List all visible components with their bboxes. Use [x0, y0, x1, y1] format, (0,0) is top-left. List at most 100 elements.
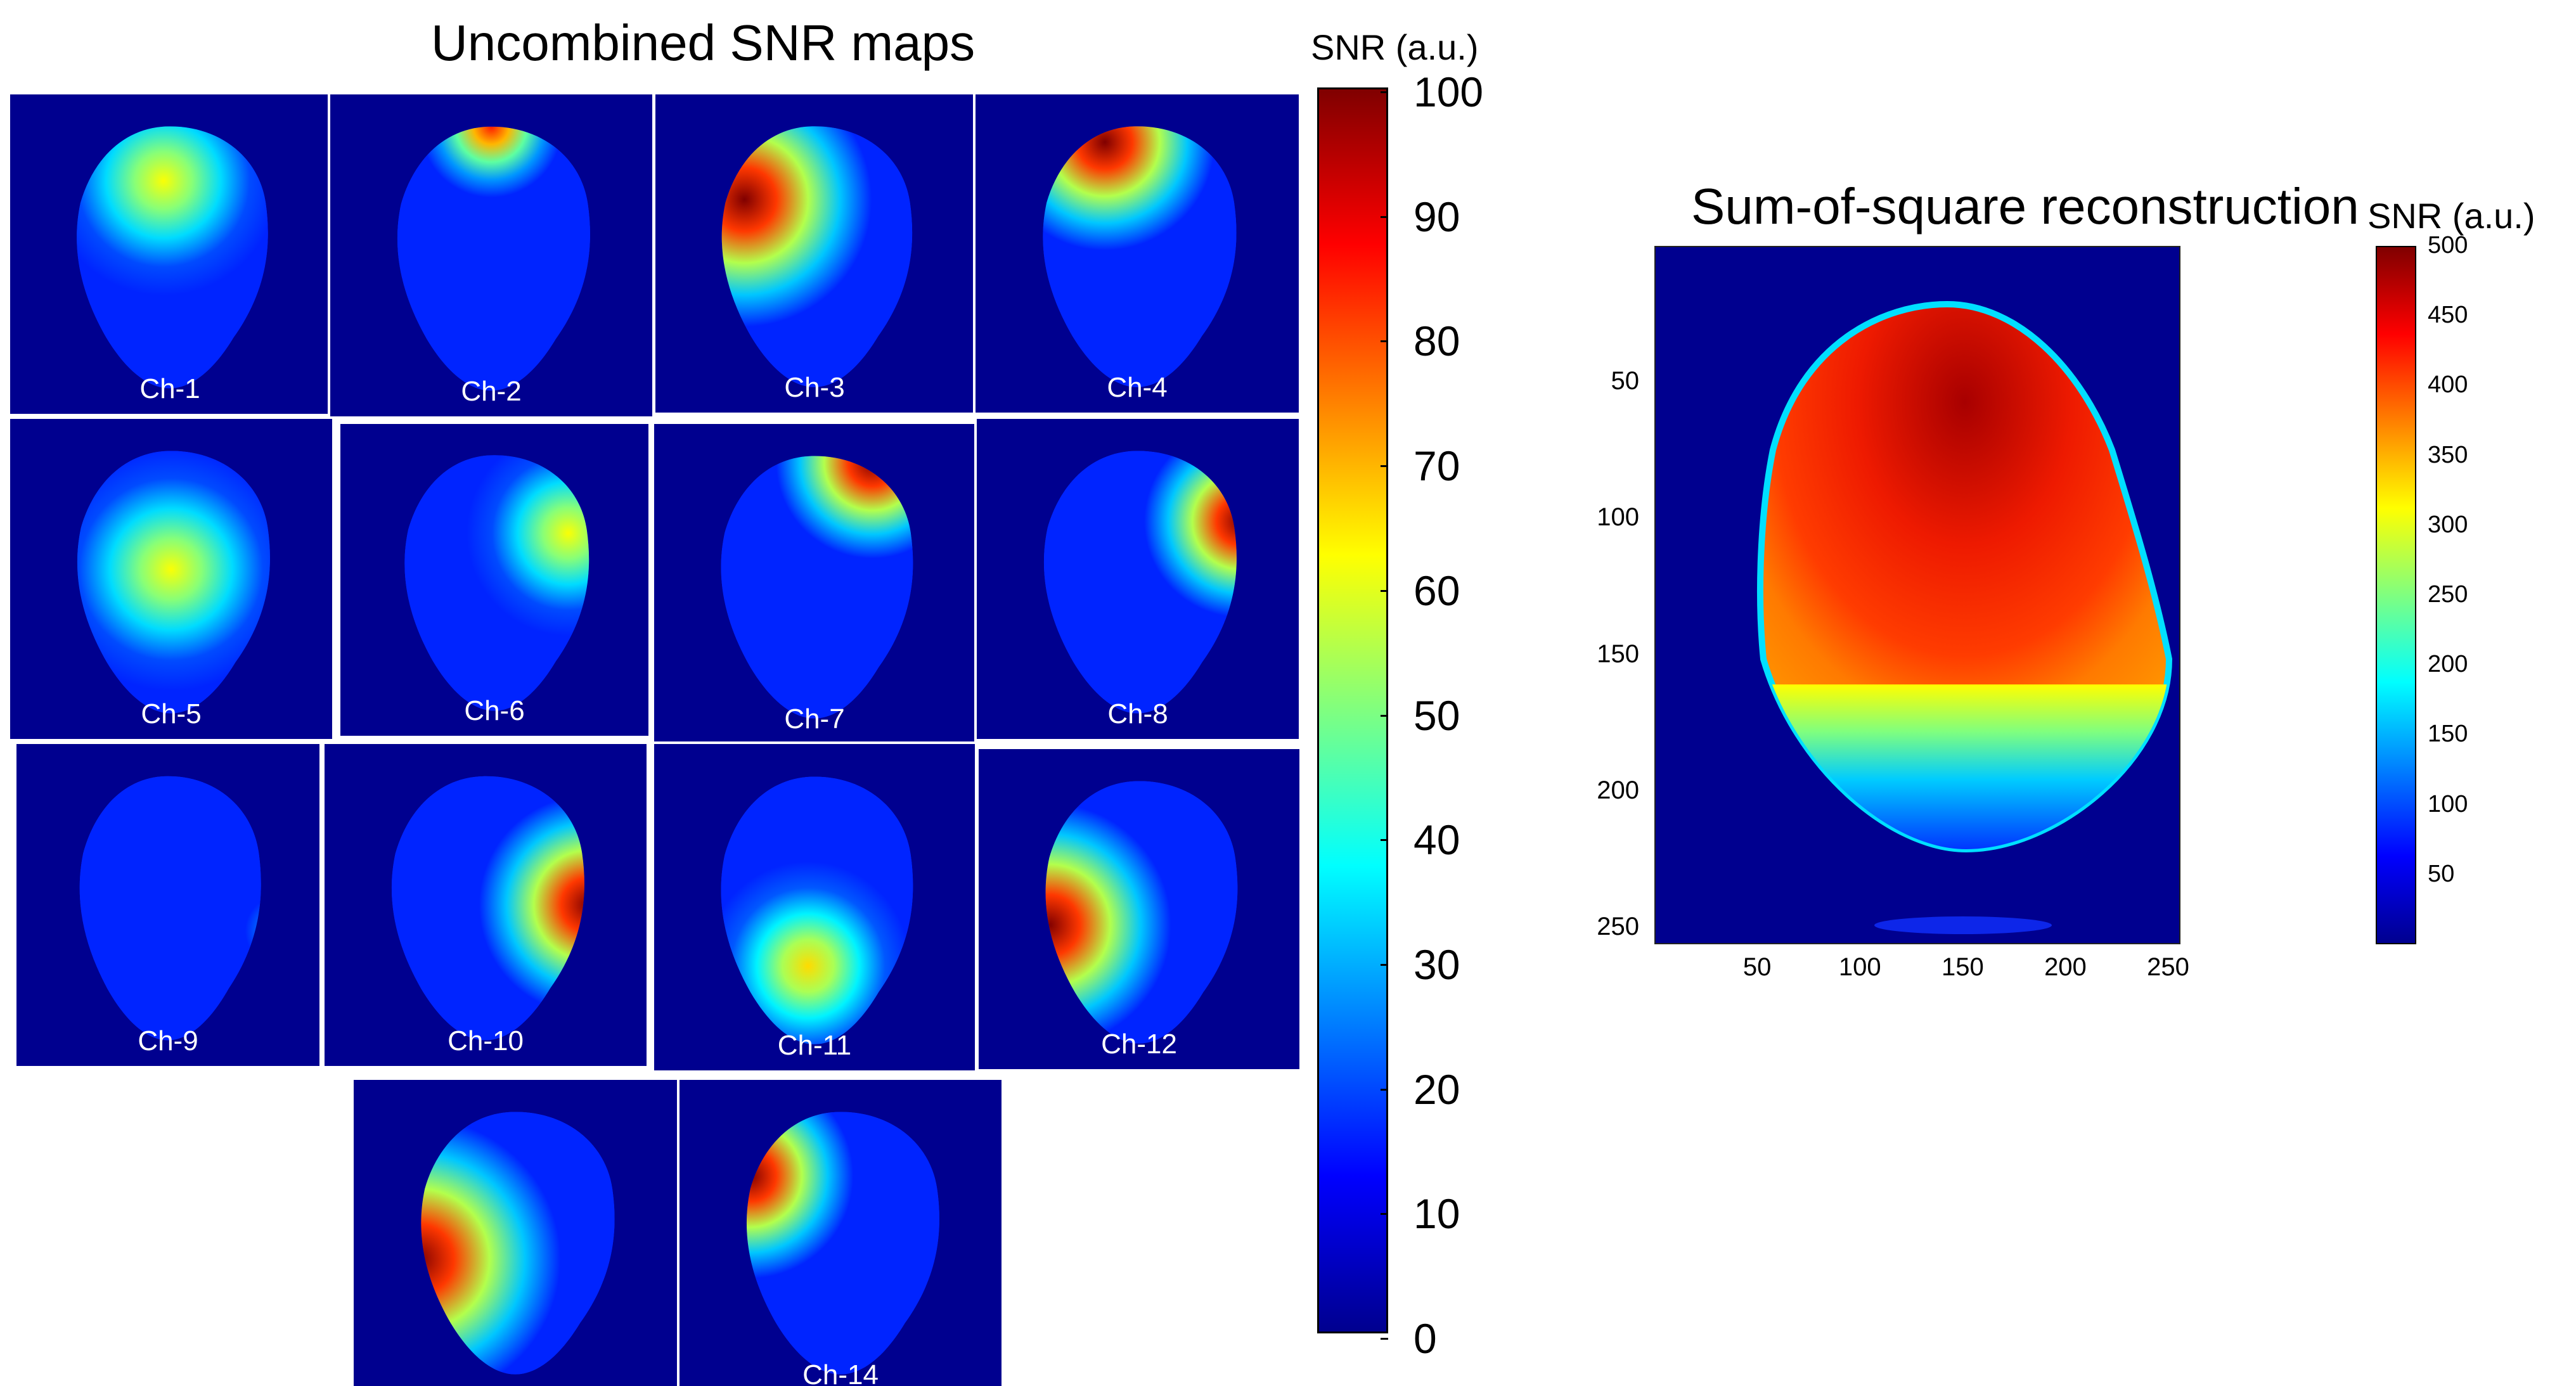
left-colorbar-tick-mark: [1381, 215, 1388, 218]
left-colorbar-tick-label: 60: [1414, 567, 1460, 614]
sos-y-tick-label: 50: [1611, 367, 1640, 395]
snr-hotspot: [1045, 781, 1238, 1044]
channel-label: Ch-1: [139, 373, 200, 404]
channel-panel: Ch-11: [652, 741, 977, 1073]
right-colorbar-tick-label: 400: [2428, 371, 2468, 399]
left-colorbar-tick-mark: [1381, 589, 1388, 592]
left-colorbar-tick-mark: [1381, 465, 1388, 468]
channel-label: Ch-14: [802, 1359, 879, 1386]
left-colorbar-tick-mark: [1381, 91, 1388, 93]
channel-panel: Ch-8: [974, 416, 1301, 741]
snr-hotspot: [746, 1112, 939, 1375]
left-colorbar: [1317, 87, 1388, 1333]
snr-hotspot: [721, 776, 913, 1044]
channel-label: Ch-7: [784, 703, 845, 735]
snr-hotspot: [79, 776, 261, 1041]
channel-snr-map: [404, 455, 589, 711]
channel-snr-map: [721, 456, 913, 719]
channel-panel: Ch-12: [976, 747, 1302, 1072]
sos-y-tick-label: 250: [1597, 913, 1639, 941]
snr-hotspot: [421, 1112, 615, 1375]
channel-panel: Ch-14: [677, 1077, 1004, 1386]
snr-hotspot: [1043, 126, 1237, 387]
sos-x-tick-label: 250: [2147, 953, 2189, 981]
left-colorbar-title: SNR (a.u.): [1311, 27, 1479, 67]
channel-label: Ch-11: [777, 1030, 852, 1061]
left-colorbar-tick-label: 80: [1414, 318, 1460, 365]
right-colorbar-tick-label: 350: [2428, 441, 2468, 468]
channel-panel: Ch-9: [14, 741, 322, 1068]
sos-head-map: [1757, 300, 2173, 934]
right-colorbar-tick-label: 200: [2428, 651, 2468, 678]
sos-y-tick-label: 100: [1597, 503, 1639, 532]
right-colorbar-tick-label: 100: [2428, 790, 2468, 818]
snr-hotspot: [1043, 451, 1237, 714]
sos-y-tick-label: 150: [1597, 639, 1639, 668]
left-colorbar-tick-label: 90: [1414, 193, 1460, 240]
channel-snr-map: [421, 1112, 615, 1375]
channel-snr-map: [1043, 451, 1237, 714]
left-colorbar-tick-mark: [1381, 963, 1388, 966]
channel-label: Ch-6: [464, 695, 525, 726]
left-colorbar-tick-mark: [1381, 1213, 1388, 1216]
right-colorbar-tick-label: 450: [2428, 302, 2468, 329]
right-colorbar-tick-label: 500: [2428, 232, 2468, 259]
right-colorbar-tick-label: 250: [2428, 581, 2468, 608]
channel-label: Ch-9: [138, 1025, 198, 1056]
channel-label: Ch-5: [141, 698, 202, 729]
channel-label: Ch-8: [1107, 698, 1168, 729]
left-colorbar-tick-mark: [1381, 839, 1388, 842]
left-colorbar-tick-mark: [1381, 714, 1388, 717]
left-colorbar-tick-mark: [1381, 1338, 1388, 1340]
channel-panel: Ch-7: [652, 421, 977, 747]
channel-panel: Ch-6: [338, 421, 651, 738]
left-colorbar-tick-label: 100: [1414, 68, 1484, 115]
snr-hotspot: [721, 126, 913, 387]
left-colorbar-tick-label: 50: [1414, 691, 1460, 739]
left-colorbar-tick-label: 70: [1414, 442, 1460, 490]
snr-hotspot: [404, 455, 589, 711]
channel-label: Ch-10: [448, 1025, 524, 1056]
snr-hotspot: [391, 776, 584, 1041]
sos-image: [1654, 246, 2180, 944]
channel-panel: Ch-10: [322, 741, 649, 1068]
channel-snr-map: [77, 126, 268, 388]
channel-panel: Ch-4: [973, 92, 1301, 415]
channel-label: Ch-3: [784, 372, 845, 403]
left-colorbar-tick-label: 0: [1414, 1315, 1437, 1362]
channel-snr-map: [1045, 781, 1238, 1044]
right-colorbar-title: SNR (a.u.): [2367, 196, 2535, 236]
right-colorbar-tick-label: 150: [2428, 721, 2468, 748]
channel-label: Ch-12: [1101, 1029, 1177, 1060]
snr-hotspot: [77, 126, 268, 388]
channel-snr-map: [391, 776, 584, 1041]
right-colorbar-tick-label: 300: [2428, 511, 2468, 538]
sos-x-tick-label: 50: [1742, 953, 1772, 981]
right-colorbar: [2376, 246, 2416, 944]
channel-snr-map: [397, 126, 590, 391]
left-colorbar-tick-label: 30: [1414, 940, 1460, 988]
channel-snr-map: [1043, 126, 1237, 387]
channel-snr-map: [721, 126, 913, 387]
left-figure-title: Uncombined SNR maps: [431, 15, 976, 71]
channel-panel: Ch-2: [328, 92, 655, 419]
sos-y-tick-label: 200: [1597, 776, 1639, 804]
snr-hotspot: [77, 451, 270, 714]
channel-snr-map: [746, 1112, 939, 1375]
left-colorbar-tick-mark: [1381, 1088, 1388, 1091]
sos-x-tick-label: 100: [1838, 953, 1881, 981]
channel-snr-map: [721, 776, 913, 1044]
right-figure-title: Sum-of-square reconstruction: [1691, 178, 2359, 234]
left-colorbar-tick-label: 10: [1414, 1190, 1460, 1238]
sos-x-tick-label: 150: [1941, 953, 1984, 981]
channel-panel: Ch-1: [8, 92, 332, 416]
snr-hotspot: [397, 126, 590, 391]
channel-snr-map: [77, 451, 270, 714]
left-colorbar-tick-mark: [1381, 340, 1388, 343]
sos-x-tick-label: 200: [2044, 953, 2087, 981]
channel-panel: [351, 1077, 679, 1386]
channel-panel: Ch-3: [653, 92, 976, 415]
left-colorbar-tick-label: 20: [1414, 1065, 1460, 1113]
snr-hotspot: [721, 456, 913, 719]
